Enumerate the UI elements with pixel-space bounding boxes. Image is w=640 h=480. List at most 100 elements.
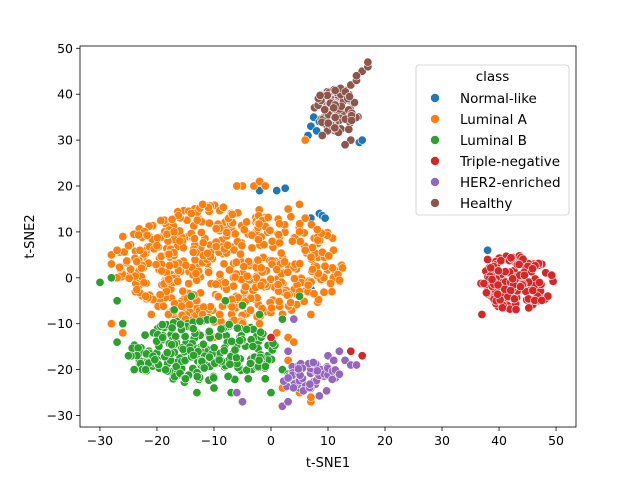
data-point [515,282,525,292]
data-point [208,315,218,325]
data-point [330,86,340,96]
data-point [483,245,493,255]
data-point [211,224,221,234]
data-point [215,309,225,319]
data-point [247,243,257,253]
data-point [294,291,304,301]
data-point [363,57,373,67]
data-point [327,287,337,297]
data-point [227,302,237,312]
data-point [506,285,516,295]
data-point [256,280,266,290]
data-point [308,264,318,274]
data-point [306,252,316,262]
y-tick-label: 40 [57,87,73,102]
data-point [486,263,496,273]
data-point [483,255,493,265]
data-point [236,249,246,259]
legend-marker [430,135,440,145]
x-tick-label: 0 [267,433,275,448]
data-point [245,358,255,368]
data-point [289,274,299,284]
data-point [324,251,334,261]
data-point [254,219,264,229]
data-point [115,262,125,272]
data-point [280,183,290,193]
data-point [351,71,361,81]
data-point [274,296,284,306]
data-point [175,236,185,246]
data-point [306,220,316,230]
legend-label: Luminal B [460,133,527,149]
data-point [303,280,313,290]
data-point [230,229,240,239]
y-tick-label: 20 [57,179,73,194]
x-tick-label: 50 [548,433,564,448]
data-point [230,345,240,355]
data-point [198,238,208,248]
data-point [173,276,183,286]
data-point [141,365,151,375]
data-point [134,230,144,240]
data-point [157,266,167,276]
x-tick-label: −30 [87,433,113,448]
data-point [309,289,319,299]
legend-label: HER2-enriched [460,175,561,191]
data-point [242,271,252,281]
data-point [334,346,344,356]
data-point [239,262,249,272]
data-point [142,230,152,240]
data-point [224,319,234,329]
data-point [283,346,293,356]
data-point [255,309,265,319]
data-point [300,135,310,145]
data-point [253,235,263,245]
data-point [164,249,174,259]
data-point [322,386,332,396]
data-point [204,218,214,228]
x-tick-label: 40 [491,433,507,448]
y-axis-label: t-SNE2 [23,214,38,258]
data-point [293,364,303,374]
data-point [276,248,286,258]
data-point [223,240,233,250]
series-her2-enriched [232,314,361,411]
data-point [344,124,354,134]
y-tick-label: −20 [47,362,73,377]
data-point [137,263,147,273]
data-point [184,279,194,289]
data-point [122,256,132,266]
data-point [171,331,181,341]
data-point [347,115,357,125]
data-point [280,257,290,267]
legend-title: class [476,69,510,85]
data-point [288,383,298,393]
data-point [314,295,324,305]
data-point [351,360,361,370]
ticks-layer: −30 −20 −10 0 10 20 30 40 50 −30 −20 −10 0 10 20 30 40 50 [47,41,564,448]
data-point [272,265,282,275]
data-point [185,300,195,310]
data-point [256,263,266,273]
data-point [95,277,105,287]
x-tick-label: −20 [144,433,170,448]
data-point [106,259,116,269]
data-point [320,213,330,223]
data-point [312,225,322,235]
data-point [220,278,230,288]
series-healthy [309,57,373,150]
data-point [139,278,149,288]
data-point [277,314,287,324]
data-point [334,369,344,379]
legend-box [415,64,570,216]
data-point [327,374,337,384]
data-point [155,290,165,300]
data-point [294,199,304,209]
data-point [175,319,185,329]
data-point [265,225,275,235]
legend-marker [430,114,440,124]
data-point [140,330,150,340]
data-point [238,300,248,310]
data-point [181,260,191,270]
data-point [329,355,339,365]
